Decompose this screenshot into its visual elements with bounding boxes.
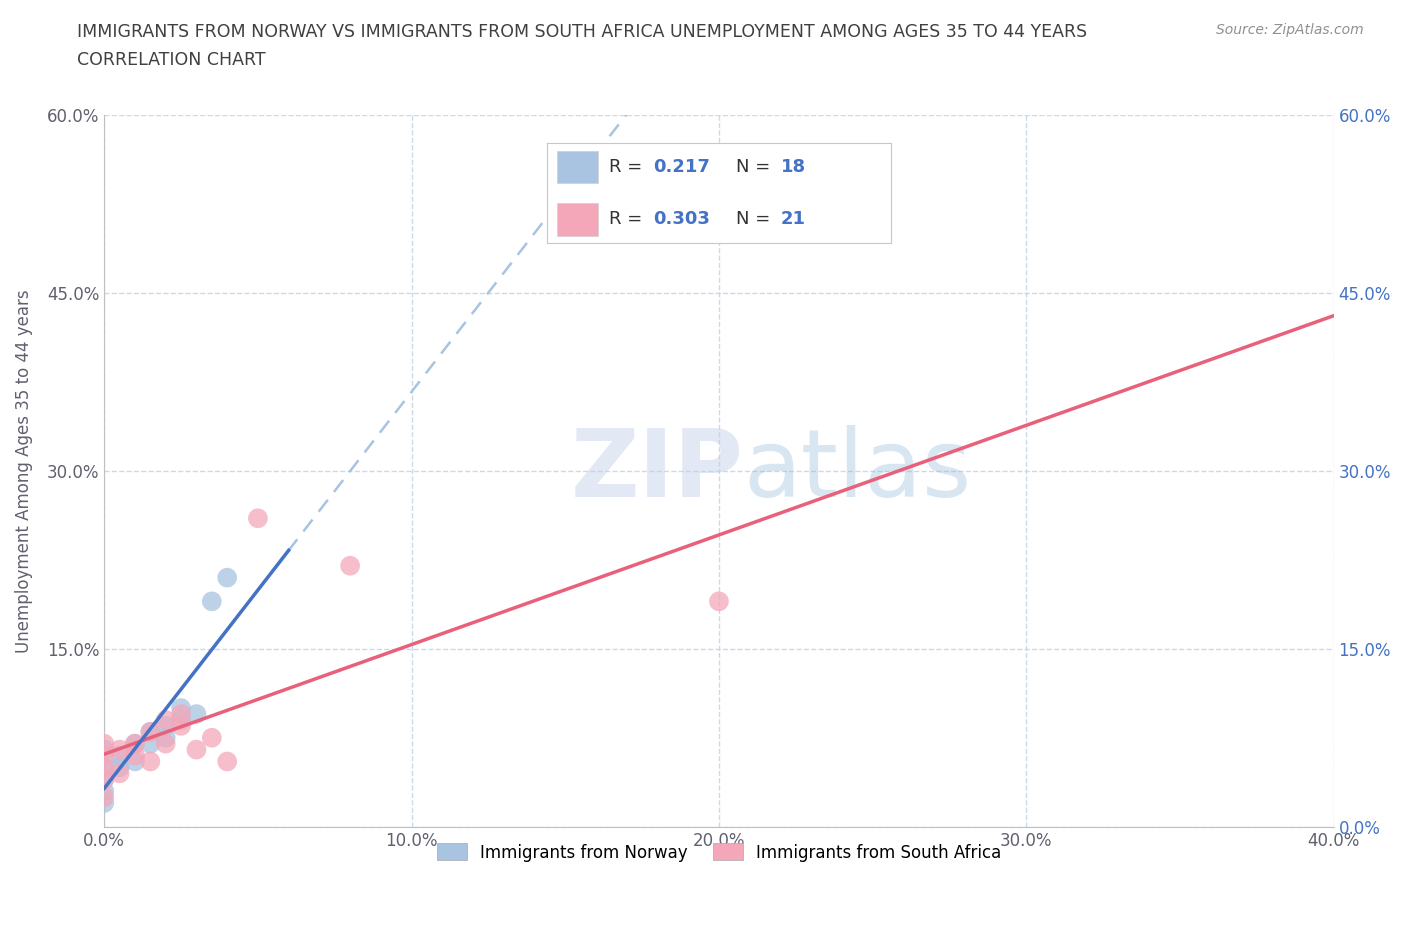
Point [139, 724, 162, 739]
Point [170, 700, 193, 715]
Point [93, 748, 115, 763]
Text: ZIP: ZIP [571, 425, 744, 517]
Text: CORRELATION CHART: CORRELATION CHART [77, 51, 266, 69]
Point [124, 748, 146, 763]
Point [93, 784, 115, 799]
Text: Source: ZipAtlas.com: Source: ZipAtlas.com [1216, 23, 1364, 37]
Point [93, 772, 115, 787]
Point [201, 594, 224, 609]
Point [93, 742, 115, 757]
Point [139, 754, 162, 769]
Point [124, 737, 146, 751]
Point [108, 748, 131, 763]
Point [217, 754, 239, 769]
Point [93, 737, 115, 751]
Point [170, 719, 193, 734]
Point [155, 719, 177, 734]
Point [155, 712, 177, 727]
Point [186, 707, 208, 722]
Point [139, 737, 162, 751]
Point [170, 712, 193, 727]
Point [93, 760, 115, 775]
Point [707, 594, 730, 609]
Point [93, 795, 115, 810]
Point [108, 766, 131, 781]
Point [93, 760, 115, 775]
Point [155, 730, 177, 745]
Point [246, 511, 269, 525]
Point [201, 730, 224, 745]
Legend: Immigrants from Norway, Immigrants from South Africa: Immigrants from Norway, Immigrants from … [430, 837, 1008, 869]
Text: atlas: atlas [744, 425, 972, 517]
Point [124, 737, 146, 751]
Point [339, 558, 361, 573]
Point [108, 742, 131, 757]
Point [217, 570, 239, 585]
Y-axis label: Unemployment Among Ages 35 to 44 years: Unemployment Among Ages 35 to 44 years [15, 289, 32, 653]
Point [139, 724, 162, 739]
Point [170, 707, 193, 722]
Point [186, 742, 208, 757]
Point [93, 772, 115, 787]
Point [155, 737, 177, 751]
Point [108, 760, 131, 775]
Text: IMMIGRANTS FROM NORWAY VS IMMIGRANTS FROM SOUTH AFRICA UNEMPLOYMENT AMONG AGES 3: IMMIGRANTS FROM NORWAY VS IMMIGRANTS FRO… [77, 23, 1087, 41]
Point [124, 754, 146, 769]
Point [93, 790, 115, 804]
